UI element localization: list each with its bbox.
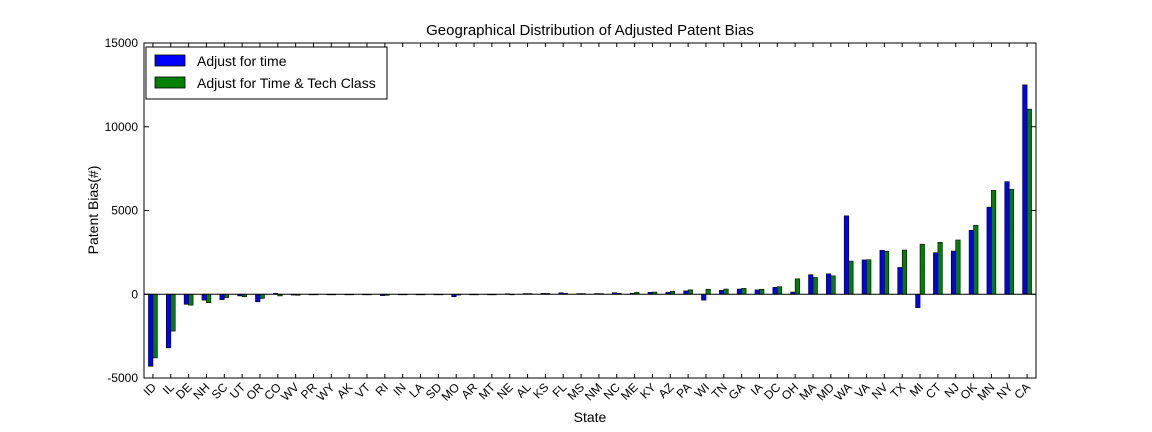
bar-time-tech-sc [224,294,228,297]
bar-time-nh [202,294,206,300]
bar-time-tech-nh [206,294,210,302]
bar-time-wa [844,216,848,294]
bar-time-ct [933,253,937,295]
x-tick-label-tx: TX [888,380,909,401]
x-tick-label-ri: RI [373,380,391,398]
bar-time-ok [969,230,973,294]
bar-time-tech-wa [849,261,853,294]
bar-time-ia [755,290,759,294]
bar-time-tech-ia [759,289,763,294]
bar-time-de [184,294,188,304]
bar-time-ga [737,289,741,294]
y-tick-label: 0 [131,287,138,301]
legend-label-adjust-for-time-and-tech-class: Adjust for Time & Tech Class [197,75,376,91]
bars-layer [148,85,1031,366]
bar-time-ny [1005,182,1009,295]
x-tick-label-ga: GA [726,380,748,402]
x-tick-label-id: ID [141,380,160,399]
bar-time-tech-nv [884,251,888,294]
bar-time-tech-ct [938,242,942,294]
chart-title: Geographical Distribution of Adjusted Pa… [426,22,754,39]
bar-time-tech-ga [742,288,746,294]
bar-time-tech-tn [724,289,728,294]
bar-time-tech-md [831,276,835,294]
bar-time-tech-nj [956,240,960,294]
y-tick-label: 10000 [105,120,139,134]
bar-time-mi [916,294,920,307]
bar-time-tech-id [153,294,157,358]
bar-time-tech-ca [1027,109,1031,294]
bar-time-tech-pa [688,290,692,294]
bar-time-tech-or [260,294,264,298]
bar-time-tech-il [171,294,175,331]
bar-time-tech-wi [706,289,710,294]
bar-time-tn [719,290,723,294]
bar-time-tech-dc [777,287,781,295]
bar-time-il [166,294,170,348]
x-tick-label-ca: CA [1012,380,1034,402]
bar-time-sc [220,294,224,299]
bar-time-mn [987,207,991,294]
x-tick-label-wa: WA [832,380,855,403]
bar-time-pa [684,291,688,294]
bar-time-tech-de [189,294,193,305]
y-axis-label: Patent Bias(#) [85,166,101,255]
bar-time-id [148,294,152,366]
x-tick-label-in: IN [390,380,408,398]
bar-time-or [256,294,260,302]
x-tick-label-vt: VT [352,380,373,401]
bar-time-ma [809,275,813,295]
legend-label-adjust-for-time: Adjust for time [197,53,287,69]
bar-time-tech-oh [795,279,799,294]
bar-time-tech-tx [902,250,906,294]
bar-time-tech-mi [920,244,924,294]
legend: Adjust for time Adjust for Time & Tech C… [146,47,387,99]
bar-time-dc [773,287,777,294]
legend-swatch-adjust-for-time [155,55,185,66]
bar-time-tx [898,267,902,294]
legend-swatch-adjust-for-time-and-tech-class [155,77,185,88]
bar-time-md [826,274,830,294]
x-tick-label-ks: KS [530,380,551,401]
bar-time-wi [702,294,706,300]
bar-time-va [862,260,866,294]
x-axis-label: State [574,409,607,425]
y-tick-label: -5000 [107,371,138,385]
bar-time-ca [1023,85,1027,294]
bar-time-tech-va [867,260,871,295]
y-tick-label: 5000 [111,204,138,218]
bar-time-nv [880,250,884,294]
bar-time-tech-ok [974,225,978,294]
y-tick-label: 15000 [105,36,139,50]
bar-time-tech-mn [991,190,995,294]
bar-time-tech-ny [1009,189,1013,294]
bar-time-tech-ma [813,278,817,295]
bar-time-nj [951,251,955,294]
